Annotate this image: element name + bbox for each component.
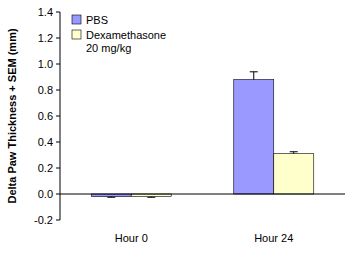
y-tick-label: 1.4 xyxy=(38,6,53,18)
y-tick-label: 0.4 xyxy=(38,136,53,148)
error-cap xyxy=(250,71,258,72)
error-bar xyxy=(250,72,258,80)
y-axis-label: Delta Paw Thickness + SEM (mm) xyxy=(6,28,18,203)
bars xyxy=(91,72,314,197)
y-tick-label: 0.2 xyxy=(38,162,53,174)
y-tick-label: 1.0 xyxy=(38,58,53,70)
error-bar xyxy=(147,196,155,198)
y-tick xyxy=(56,12,60,13)
y-tick-label: 0.0 xyxy=(38,188,53,200)
error-cap xyxy=(147,197,155,198)
legend: PBS Dexamethasone20 mg/kg xyxy=(72,14,166,54)
error-bar xyxy=(107,196,115,198)
y-tick xyxy=(56,168,60,169)
legend-label: Dexamethasone20 mg/kg xyxy=(86,29,166,54)
error-cap xyxy=(107,197,115,198)
y-tick-label: 1.2 xyxy=(38,32,53,44)
y-tick-label: 0.8 xyxy=(38,84,53,96)
error-bar xyxy=(290,152,298,154)
y-tick xyxy=(56,38,60,39)
y-tick xyxy=(56,64,60,65)
x-tick-label: Hour 24 xyxy=(254,232,293,244)
y-axis xyxy=(60,12,61,220)
y-tick xyxy=(56,142,60,143)
legend-label: PBS xyxy=(86,14,108,26)
bar xyxy=(234,80,274,194)
y-tick-label: 0.6 xyxy=(38,110,53,122)
x-axis xyxy=(60,194,345,195)
error-stem xyxy=(253,72,254,80)
y-tick xyxy=(56,116,60,117)
y-tick-label: -0.2 xyxy=(34,214,53,226)
y-tick xyxy=(56,194,60,195)
y-tick xyxy=(56,220,60,221)
x-tick-label: Hour 0 xyxy=(115,232,148,244)
error-cap xyxy=(290,151,298,152)
y-tick xyxy=(56,90,60,91)
bar xyxy=(274,154,314,194)
legend-swatch xyxy=(72,30,81,39)
chart: -0.2 0.0 0.2 0.4 0.6 0.8 1.0 1.2 1.4 Delta Paw Th… xyxy=(0,0,352,264)
legend-swatch xyxy=(72,15,81,24)
